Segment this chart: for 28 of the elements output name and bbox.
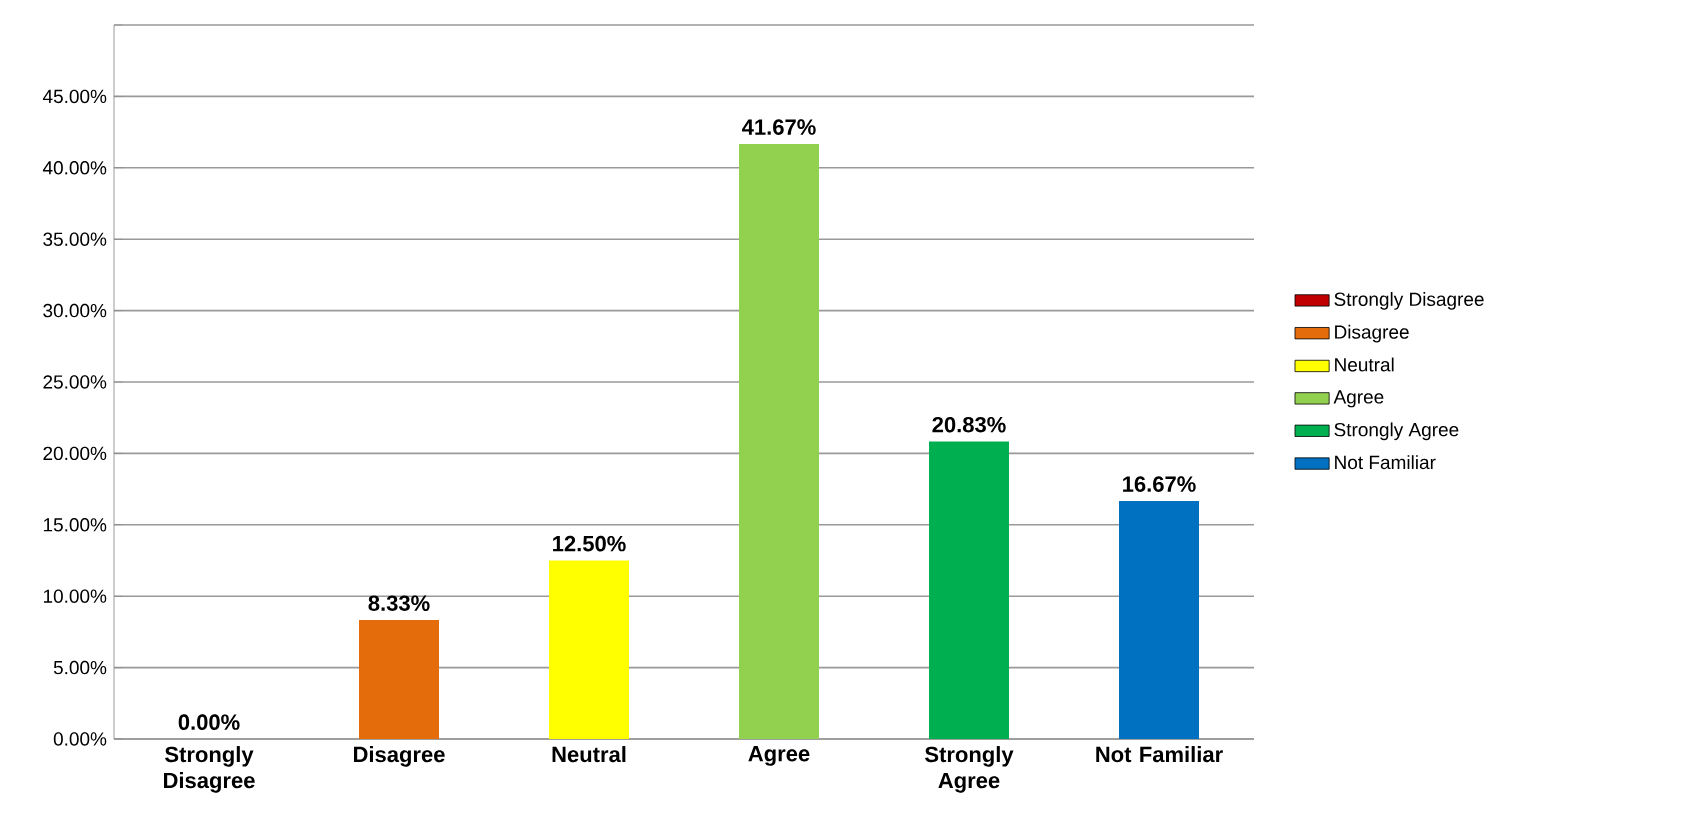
y-tick-label: 30.00% (43, 303, 107, 318)
data-label: 8.33% (368, 595, 430, 611)
x-tick-label: Strongly Agree (925, 746, 1014, 793)
y-tick-label: 35.00% (43, 232, 107, 246)
data-label: 12.50% (553, 535, 626, 552)
legend-label: Neutral (1335, 357, 1394, 372)
legend-label: Agree (1333, 390, 1384, 408)
y-tick-label: 5.00% (53, 660, 107, 675)
legend-label: Not Familiar (1335, 455, 1436, 470)
x-tick-label: Not Familiar (1096, 746, 1223, 763)
x-tick-label: Strongly Disagree (164, 746, 255, 793)
data-label: 41.67% (742, 119, 816, 135)
x-tick-label: Neutral (552, 746, 626, 763)
legend-label: Strongly Agree (1334, 422, 1459, 441)
legend-label: Strongly Disagree (1334, 292, 1484, 310)
y-tick-label: 15.00% (43, 518, 107, 532)
y-tick-label: 45.00% (42, 89, 107, 104)
x-tick-label: Disagree (354, 746, 445, 767)
data-label: 0.00% (178, 714, 240, 730)
data-label: 16.67% (1123, 476, 1196, 492)
x-tick-label: Agree (748, 746, 810, 766)
y-tick-label: 25.00% (43, 375, 107, 389)
data-label: 20.83% (932, 416, 1006, 433)
y-tick-label: 20.00% (43, 446, 107, 461)
y-tick-label: 0.00% (53, 732, 107, 746)
y-tick-label: 10.00% (43, 589, 107, 603)
legend-label: Disagree (1335, 324, 1409, 343)
y-tick-label: 40.00% (42, 161, 107, 175)
